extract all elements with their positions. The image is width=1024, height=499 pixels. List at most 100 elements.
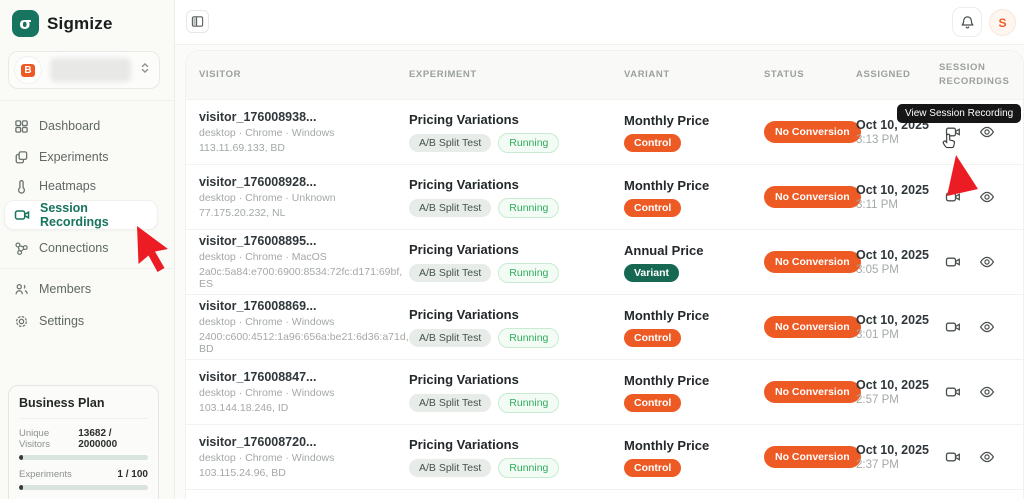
experiment-type-badge: A/B Split Test xyxy=(409,133,492,152)
sidebar-item-label: Dashboard xyxy=(39,119,101,133)
view-details-button[interactable] xyxy=(978,384,995,401)
experiment-type-badge: A/B Split Test xyxy=(409,263,492,282)
visitor-id: visitor_176008895... xyxy=(199,234,317,248)
visitor-id: visitor_176008720... xyxy=(199,435,317,449)
plan-title: Business Plan xyxy=(19,396,148,419)
visitor-id: visitor_176008928... xyxy=(199,175,317,189)
view-details-button[interactable] xyxy=(978,189,995,206)
table-row-partial xyxy=(186,489,1023,499)
sidebar-item-settings[interactable]: Settings xyxy=(4,306,158,336)
table-row[interactable]: visitor_176008895... desktop · Chrome · … xyxy=(186,229,1023,294)
experiment-name: Pricing Variations xyxy=(409,306,519,322)
workspace-selector[interactable]: B xyxy=(8,51,160,89)
visitor-id: visitor_176008847... xyxy=(199,370,317,384)
column-header-experiment: EXPERIMENT xyxy=(409,68,477,80)
workspace-initial: B xyxy=(21,63,35,77)
experiment-type-badge: A/B Split Test xyxy=(409,393,492,412)
experiment-name: Pricing Variations xyxy=(409,371,519,387)
plan-usage-card: Business Plan Unique Visitors 13682 / 20… xyxy=(8,385,159,499)
view-recording-button[interactable] xyxy=(944,254,961,271)
sidebar-toggle-button[interactable] xyxy=(186,10,209,33)
table-row[interactable]: visitor_176008720... desktop · Chrome · … xyxy=(186,424,1023,489)
view-details-button[interactable] xyxy=(978,319,995,336)
video-camera-icon xyxy=(945,257,960,267)
variant-badge: Control xyxy=(624,198,682,217)
brand-logo[interactable]: σ Sigmize xyxy=(12,10,113,37)
visitor-ip: 2a0c:5a84:e700:6900:8534:72fc:d171:69bf,… xyxy=(199,266,403,290)
variant-name: Annual Price xyxy=(624,242,704,258)
running-status-badge: Running xyxy=(498,132,560,153)
variant-name: Monthly Price xyxy=(624,112,710,128)
column-header-session-recordings: SESSION RECORDINGS xyxy=(939,61,1010,87)
assigned-time: 3:05 PM xyxy=(856,264,899,276)
sidebar-item-session-recordings[interactable]: Session Recordings xyxy=(4,200,158,230)
view-recording-button[interactable] xyxy=(944,449,961,466)
variant-name: Monthly Price xyxy=(624,372,710,388)
conversion-status-badge: No Conversion xyxy=(764,186,861,208)
visitor-device: desktop · Chrome · Windows xyxy=(199,387,335,399)
assigned-time: 2:37 PM xyxy=(856,459,899,471)
table-row[interactable]: visitor_176008938... desktop · Chrome · … xyxy=(186,99,1023,164)
view-details-button[interactable] xyxy=(978,449,995,466)
visitor-id: visitor_176008869... xyxy=(199,299,317,313)
notifications-button[interactable] xyxy=(952,7,982,37)
session-recordings-table: VISITOR EXPERIMENT VARIANT STATUS ASSIGN… xyxy=(185,50,1024,499)
assigned-time: 2:57 PM xyxy=(856,394,899,406)
running-status-badge: Running xyxy=(498,327,560,348)
sidebar-item-connections[interactable]: Connections xyxy=(4,233,158,263)
conversion-status-badge: No Conversion xyxy=(764,316,861,338)
video-camera-icon xyxy=(945,127,960,137)
column-header-variant: VARIANT xyxy=(624,68,670,80)
video-camera-icon xyxy=(945,192,960,202)
sidebar-item-experiments[interactable]: Experiments xyxy=(4,142,158,172)
network-icon xyxy=(13,240,29,256)
experiment-type-badge: A/B Split Test xyxy=(409,328,492,347)
table-row[interactable]: visitor_176008869... desktop · Chrome · … xyxy=(186,294,1023,359)
sidebar-item-dashboard[interactable]: Dashboard xyxy=(4,111,158,141)
gear-icon xyxy=(13,313,29,329)
divider xyxy=(0,268,175,269)
experiment-name: Pricing Variations xyxy=(409,436,519,452)
view-recording-button[interactable] xyxy=(944,319,961,336)
boxes-icon xyxy=(13,149,29,165)
experiment-name: Pricing Variations xyxy=(409,111,519,127)
assigned-time: 3:01 PM xyxy=(856,329,899,341)
sidebar: σ Sigmize B Dashboard Experiments xyxy=(0,0,175,499)
user-avatar[interactable]: S xyxy=(989,9,1016,36)
variant-name: Monthly Price xyxy=(624,307,710,323)
visitor-ip: 103.115.24.96, BD xyxy=(199,467,286,479)
users-icon xyxy=(13,281,29,297)
eye-icon xyxy=(979,321,994,333)
view-recording-button[interactable] xyxy=(944,384,961,401)
visitor-id: visitor_176008938... xyxy=(199,110,317,124)
assigned-time: 3:13 PM xyxy=(856,134,899,146)
video-camera-icon xyxy=(945,452,960,462)
variant-badge: Control xyxy=(624,458,682,477)
conversion-status-badge: No Conversion xyxy=(764,251,861,273)
variant-badge: Variant xyxy=(624,263,680,282)
view-recording-button[interactable] xyxy=(944,189,961,206)
view-details-button[interactable] xyxy=(978,124,995,141)
tooltip: View Session Recording xyxy=(897,104,1022,123)
table-header-row: VISITOR EXPERIMENT VARIANT STATUS ASSIGN… xyxy=(186,51,1023,99)
visitor-device: desktop · Chrome · Windows xyxy=(199,452,335,464)
assigned-date: Oct 10, 2025 xyxy=(856,443,929,457)
view-recording-button[interactable] xyxy=(944,124,961,141)
usage-label: Unique Visitors xyxy=(19,428,50,450)
table-row[interactable]: visitor_176008847... desktop · Chrome · … xyxy=(186,359,1023,424)
column-header-status: STATUS xyxy=(764,68,805,80)
sidebar-item-label: Heatmaps xyxy=(39,179,96,193)
view-details-button[interactable] xyxy=(978,254,995,271)
eye-icon xyxy=(979,451,994,463)
sidebar-item-heatmaps[interactable]: Heatmaps xyxy=(4,171,158,201)
sidebar-item-members[interactable]: Members xyxy=(4,274,158,304)
table-row[interactable]: visitor_176008928... desktop · Chrome · … xyxy=(186,164,1023,229)
experiment-name: Pricing Variations xyxy=(409,176,519,192)
experiment-name: Pricing Variations xyxy=(409,241,519,257)
sidebar-item-label: Session Recordings xyxy=(40,201,109,229)
visitor-ip: 77.175.20.232, NL xyxy=(199,207,286,219)
divider xyxy=(0,100,175,101)
usage-progressbar xyxy=(19,455,148,460)
video-camera-icon xyxy=(14,207,30,223)
